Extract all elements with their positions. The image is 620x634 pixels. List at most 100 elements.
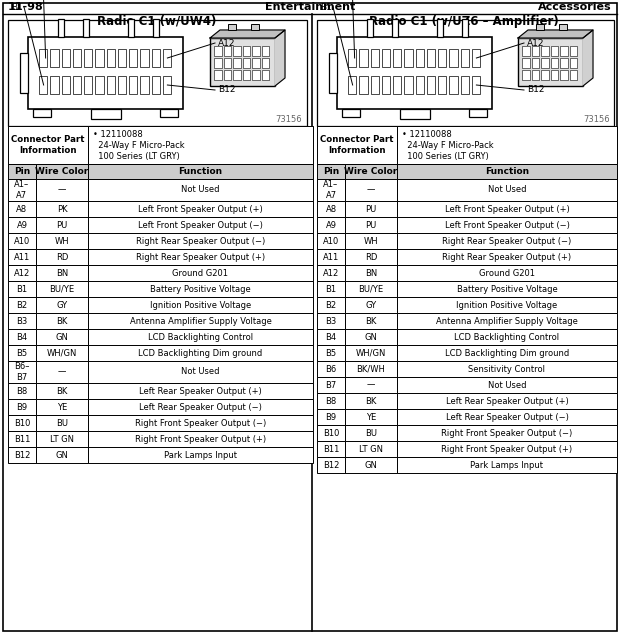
Text: —: — (367, 186, 375, 195)
Text: GN: GN (56, 451, 68, 460)
Text: Right Front Speaker Output (−): Right Front Speaker Output (−) (441, 429, 573, 437)
Bar (317, 329, 345, 345)
Bar (317, 20, 614, 126)
Bar (8, 383, 36, 399)
Text: Antenna Amplifier Supply Voltage: Antenna Amplifier Supply Voltage (130, 316, 272, 325)
Bar (88, 361, 313, 383)
Bar (317, 313, 345, 329)
Text: B1: B1 (17, 285, 27, 294)
Bar (551, 70, 558, 80)
Text: Right Rear Speaker Output (+): Right Rear Speaker Output (+) (136, 252, 265, 261)
Text: Accessories: Accessories (538, 2, 612, 12)
Text: B5: B5 (17, 349, 27, 358)
Polygon shape (210, 30, 285, 38)
Text: PU: PU (365, 205, 376, 214)
Bar (118, 76, 126, 94)
Text: A10: A10 (14, 236, 30, 245)
Bar (399, 109, 430, 119)
Bar (214, 46, 221, 56)
Bar (88, 201, 313, 217)
Bar (214, 70, 221, 80)
Bar (560, 58, 567, 68)
Text: WH: WH (364, 236, 378, 245)
Text: Park Lamps Input: Park Lamps Input (471, 460, 544, 470)
Bar (397, 281, 617, 297)
Text: B12: B12 (14, 451, 30, 460)
Bar (36, 265, 88, 281)
Text: BU: BU (56, 418, 68, 427)
Text: BK: BK (56, 316, 68, 325)
Bar (140, 49, 149, 67)
Bar (345, 265, 397, 281)
Text: B4: B4 (326, 332, 337, 342)
Text: B4: B4 (17, 332, 27, 342)
Bar (50, 76, 58, 94)
Text: LCD Backlighting Dim ground: LCD Backlighting Dim ground (445, 349, 569, 358)
Bar (531, 46, 539, 56)
Bar (415, 76, 423, 94)
Text: BK: BK (365, 396, 377, 406)
Bar (262, 46, 269, 56)
Bar (397, 393, 617, 409)
Text: Ignition Positive Voltage: Ignition Positive Voltage (456, 301, 557, 309)
Bar (8, 415, 36, 431)
Text: Function: Function (485, 167, 529, 176)
Bar (393, 49, 401, 67)
Bar (88, 431, 313, 447)
Bar (242, 46, 250, 56)
Bar (317, 201, 345, 217)
Text: Ground G201: Ground G201 (172, 269, 229, 278)
Text: Radio C1 (w/UZ6 – Amplifier): Radio C1 (w/UZ6 – Amplifier) (369, 15, 559, 27)
Bar (415, 49, 423, 67)
Text: B11: B11 (14, 434, 30, 444)
Bar (262, 70, 269, 80)
Bar (252, 70, 260, 80)
Bar (317, 361, 345, 377)
Text: Sensitivity Control: Sensitivity Control (469, 365, 546, 373)
Bar (317, 297, 345, 313)
Bar (570, 58, 577, 68)
Bar (397, 409, 617, 425)
Bar (36, 431, 88, 447)
Bar (8, 201, 36, 217)
Text: B1: B1 (326, 285, 337, 294)
Text: 11-98: 11-98 (8, 2, 44, 12)
Bar (95, 49, 104, 67)
Bar (36, 217, 88, 233)
Bar (518, 38, 583, 86)
Bar (129, 76, 137, 94)
Bar (461, 49, 469, 67)
Bar (88, 415, 313, 431)
Text: A12: A12 (527, 39, 544, 48)
Bar (223, 46, 231, 56)
Bar (397, 126, 617, 164)
Bar (252, 58, 260, 68)
Text: B2: B2 (17, 301, 27, 309)
Bar (359, 49, 368, 67)
Bar (317, 345, 345, 361)
Bar (382, 76, 390, 94)
Bar (214, 58, 221, 68)
Text: BU/YE: BU/YE (50, 285, 74, 294)
Text: Left Front Speaker Output (−): Left Front Speaker Output (−) (138, 221, 263, 230)
Bar (317, 281, 345, 297)
Text: B1: B1 (11, 3, 23, 11)
Text: BU: BU (365, 429, 377, 437)
Text: BK/WH: BK/WH (356, 365, 386, 373)
Bar (58, 19, 64, 37)
Bar (88, 399, 313, 415)
Bar (472, 49, 480, 67)
Bar (522, 58, 529, 68)
Bar (317, 377, 345, 393)
Text: B9: B9 (17, 403, 27, 411)
Bar (317, 265, 345, 281)
Bar (88, 447, 313, 463)
Text: Right Rear Speaker Output (−): Right Rear Speaker Output (−) (136, 236, 265, 245)
Bar (345, 281, 397, 297)
Text: Pin: Pin (323, 167, 339, 176)
Bar (36, 179, 88, 201)
Bar (317, 425, 345, 441)
Bar (541, 46, 549, 56)
Text: WH/GN: WH/GN (356, 349, 386, 358)
Bar (329, 53, 337, 93)
